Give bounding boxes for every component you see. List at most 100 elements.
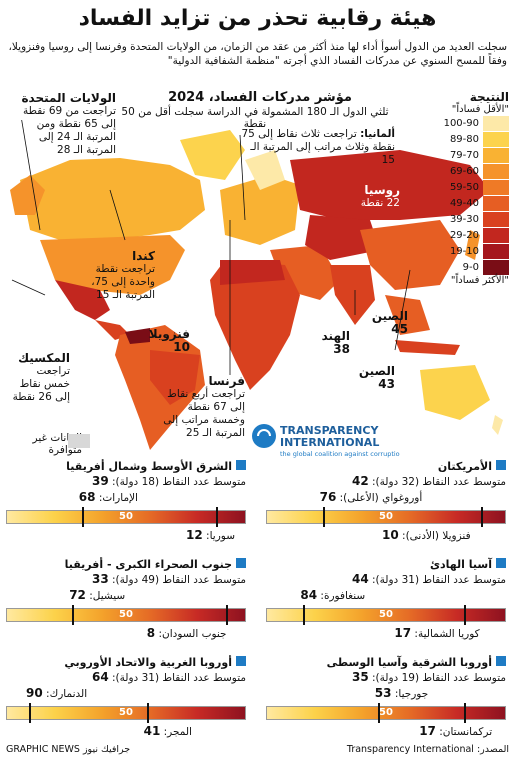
scale-midpoint-label: 50 [379, 511, 393, 522]
legend-bin-label: 29-20 [449, 229, 479, 241]
legend-bin-swatch [483, 195, 509, 211]
legend-top-label: "الأقل فساداً" [451, 104, 509, 115]
label-usa-text: تراجعت من 69 نقطة إلى 65 نقطة ومن المرتب… [23, 105, 116, 156]
score-scale-bar: 50 [266, 706, 506, 720]
legend-bin: 39-30 [425, 211, 509, 227]
scandinavia-shape [245, 150, 285, 190]
region-low-country: جنوب السودان: [155, 628, 227, 640]
score-scale-bar: 50 [6, 510, 246, 524]
legend-bin-label: 19-10 [449, 245, 479, 257]
region-low-country: تركمانستان: [435, 726, 493, 738]
legend-bin-label: 79-70 [449, 149, 479, 161]
legend-bin-label: 69-60 [449, 165, 479, 177]
japan-shape [465, 230, 480, 260]
legend-bin-label: 89-80 [449, 133, 479, 145]
page-title: هيئة رقابية تحذر من تزايد الفساد [78, 6, 437, 31]
region-high-country: أوروغواي (الأعلى): [336, 492, 423, 504]
region-square-icon [496, 656, 506, 666]
label-germany-name: ألمانيا: [360, 128, 395, 140]
legend-bin: 19-10 [425, 243, 509, 259]
brazil-shape [150, 350, 200, 405]
label-france: فرنسا تراجعت أربع نقاط إلى 67 نقطة وخمسة… [160, 375, 245, 440]
legend-bin-swatch [483, 227, 509, 243]
label-russia-name: روسيا [364, 183, 400, 197]
legend-bin-swatch [483, 211, 509, 227]
label-china2-value: 45 [391, 322, 408, 336]
legend-bin-swatch [483, 163, 509, 179]
region-name: جنوب الصحراء الكبرى - أفريقيا [64, 558, 232, 571]
label-china-value: 43 [378, 377, 395, 391]
subtitle: سجلت العديد من الدول أسوأ أداء لها منذ أ… [8, 41, 507, 67]
legend-bin: 89-80 [425, 131, 509, 147]
region-high-value: 90 [26, 686, 43, 700]
legend-bins: 100-90 89-80 79-70 69-60 59-50 49-40 39-30 29-2… [425, 115, 509, 275]
region-low-marker [216, 507, 219, 527]
legend-bin-swatch [483, 259, 509, 275]
north-africa-shape [220, 260, 285, 285]
region-title: آسيا الهادئ [266, 558, 506, 571]
label-india: الهند 38 [310, 330, 350, 356]
label-germany: ألمانيا: تراجعت ثلاث نقاط إلى 75 نقطة وث… [240, 128, 395, 167]
region-square-icon [236, 558, 246, 568]
new-zealand-shape [492, 415, 503, 435]
region-panel: أوروبا الشرقية وآسيا الوسطى متوسط عدد الن… [266, 656, 506, 752]
label-usa-name: الولايات المتحدة [21, 91, 116, 105]
region-average-value: 33 [91, 572, 109, 586]
legend-bin: 49-40 [425, 195, 509, 211]
china-shape [360, 220, 460, 290]
legend: النتيجة "الأقل فساداً" 100-90 89-80 79-70 6… [425, 90, 509, 286]
region-average: متوسط عدد النقاط (49 دولة): 33 [6, 572, 246, 586]
source: المصدر: Transparency International [346, 744, 509, 755]
region-average: متوسط عدد النقاط (31 دولة): 44 [266, 572, 506, 586]
region-panel: آسيا الهادئ متوسط عدد النقاط (31 دولة): 4… [266, 558, 506, 654]
label-china: الصين 43 [355, 365, 395, 391]
venezuela-shape [125, 328, 150, 344]
usa-shape [40, 235, 185, 295]
legend-bin: 69-60 [425, 163, 509, 179]
region-high-country: سيشيل: [85, 590, 126, 602]
label-india-value: 38 [333, 342, 350, 356]
region-average-value: 64 [91, 670, 109, 684]
region-low-value: 10 [382, 528, 399, 542]
label-usa: الولايات المتحدة تراجعت من 69 نقطة إلى 6… [6, 92, 116, 157]
svg-text:the global coalition against c: the global coalition against corruption [280, 450, 400, 458]
region-high-value: 72 [69, 588, 86, 602]
region-high-value: 53 [374, 686, 392, 700]
region-name: آسيا الهادئ [429, 558, 492, 571]
legend-bin: 29-20 [425, 227, 509, 243]
ti-logo: TRANSPARENCY INTERNATIONAL the global co… [250, 420, 404, 460]
region-average-label: متوسط عدد النقاط (31 دولة): [108, 672, 246, 684]
region-average: متوسط عدد النقاط (31 دولة): 64 [6, 670, 246, 684]
region-high-label: سيشيل: 72 [69, 588, 125, 602]
region-average-label: متوسط عدد النقاط (18 دولة): [108, 476, 246, 488]
score-scale-bar: 50 [266, 510, 506, 524]
label-venezuela-value: 10 [173, 340, 190, 354]
region-low-label: كوريا الشمالية: 17 [394, 626, 479, 640]
region-average-label: متوسط عدد النقاط (49 دولة): [108, 574, 246, 586]
region-low-value: 17 [394, 626, 412, 640]
australia-shape [420, 365, 490, 420]
central-asia-shape [305, 215, 380, 260]
mexico-shape [55, 280, 110, 320]
region-high-label: جورجيا: 53 [375, 686, 428, 700]
label-china-name: الصين [358, 364, 395, 378]
greenland-shape [180, 130, 245, 180]
region-average: متوسط عدد النقاط (32 دولة): 42 [266, 474, 506, 488]
region-high-country: سنغافورة: [317, 590, 366, 602]
region-name: أوروبا الغربية والاتحاد الأوروبي [64, 656, 232, 669]
legend-bin-swatch [483, 131, 509, 147]
region-low-value: 8 [146, 626, 156, 640]
svg-text:INTERNATIONAL: INTERNATIONAL [280, 436, 379, 449]
label-india-name: الهند [321, 329, 350, 343]
no-data-swatch [68, 434, 90, 448]
region-high-value: 84 [300, 588, 318, 602]
region-name: الأمريكتان [437, 460, 492, 473]
region-high-country: الدنمارك: [42, 688, 88, 700]
credit: GRAPHIC NEWS جرافيك نيوز [6, 744, 131, 755]
region-low-marker [225, 605, 228, 625]
scale-midpoint-label: 50 [119, 511, 133, 522]
label-venezuela: فنزويلا 10 [130, 328, 190, 354]
region-high-marker [72, 605, 75, 625]
region-high-label: الدنمارك: 90 [26, 686, 87, 700]
region-high-marker [377, 703, 380, 723]
